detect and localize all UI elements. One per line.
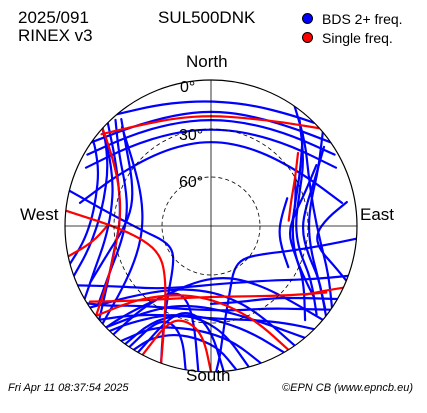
footer-credit: ©EPN CB (www.epncb.eu) (282, 382, 413, 394)
red-dot-icon (302, 32, 313, 43)
bds-track-18 (124, 314, 250, 369)
footer-timestamp: Fri Apr 11 08:37:54 2025 (8, 382, 129, 394)
bds-track-15 (104, 304, 306, 339)
bds-track-33 (104, 277, 324, 329)
bds-track-14 (98, 313, 316, 331)
bds-track-21 (136, 311, 225, 372)
elevation-tick-0: 0° (180, 79, 195, 96)
legend-item-single: Single freq. (302, 28, 403, 47)
direction-east: East (360, 205, 395, 224)
legend: BDS 2+ freq. Single freq. (302, 9, 403, 47)
legend-label-single: Single freq. (322, 29, 393, 46)
direction-south: South (186, 366, 231, 385)
single-freq-track-5 (67, 224, 109, 258)
bds-track-35 (278, 197, 290, 269)
bds-track-19 (88, 288, 296, 347)
bds-track-10 (293, 105, 334, 309)
single-freq-track-7 (304, 286, 345, 296)
legend-item-bds: BDS 2+ freq. (302, 9, 403, 28)
satellite-tracks (65, 100, 357, 372)
bds-track-25 (89, 118, 134, 284)
bds-track-8 (301, 145, 327, 311)
elevation-tick-30: 30° (179, 127, 203, 144)
bds-track-26 (72, 127, 109, 277)
bds-track-3 (116, 100, 316, 124)
direction-west: West (20, 205, 59, 224)
single-freq-track-6 (94, 127, 122, 317)
bds-track-17 (120, 326, 262, 365)
blue-dot-icon (302, 13, 313, 24)
bds-track-12 (76, 274, 350, 290)
single-freq-track-2 (94, 294, 290, 351)
elevation-tick-60: 60° (179, 174, 203, 191)
single-freq-track-8 (287, 151, 300, 222)
single-freq-track-0 (100, 115, 321, 136)
bds-track-24 (83, 127, 114, 301)
bds-track-28 (68, 139, 100, 265)
bds-track-30 (215, 237, 357, 372)
bds-track-20 (132, 333, 238, 371)
single-freq-track-4 (65, 209, 167, 365)
legend-label-bds: BDS 2+ freq. (322, 10, 403, 27)
direction-north: North (186, 52, 228, 71)
single-freq-track-3 (141, 319, 213, 372)
station-name: SUL500DNK (158, 8, 256, 27)
bds-track-4 (78, 141, 344, 204)
bds-track-7 (307, 131, 328, 317)
date-label: 2025/091 (18, 8, 89, 27)
bds-track-16 (108, 313, 286, 354)
bds-track-32 (128, 320, 187, 371)
bds-track-36 (316, 201, 348, 282)
rinex-version-label: RINEX v3 (18, 26, 93, 45)
